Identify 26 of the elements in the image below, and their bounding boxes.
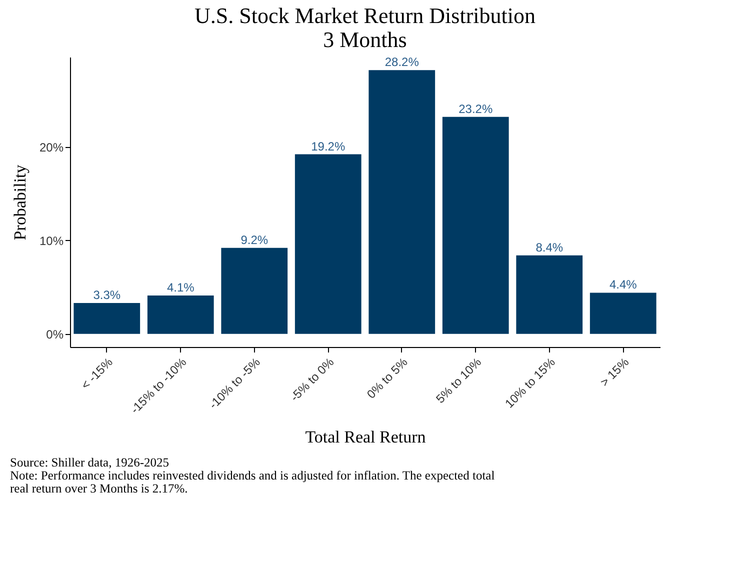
bar [221, 248, 288, 334]
bar [294, 154, 362, 334]
bar [442, 116, 509, 334]
y-tick-label: 0% [46, 327, 64, 342]
y-axis-title: Probability [10, 164, 30, 240]
chart-title: U.S. Stock Market Return Distribution 3 Months [194, 3, 536, 52]
x-tick-label: -5% to 0% [288, 354, 337, 404]
data-label: 28.2% [384, 55, 420, 70]
data-label: 4.4% [609, 278, 638, 292]
text: Note: Performance includes reinvested dividends and is adjusted for inflation. The expected total real return over 3 Months is 2.17%. [10, 468, 496, 496]
bar [590, 292, 656, 334]
bar [368, 70, 436, 334]
bar [516, 255, 583, 334]
y-tick-label: 10% [39, 234, 64, 248]
data-label: 23.2% [458, 102, 493, 116]
x-tick-label: 0% to 5% [364, 354, 411, 402]
data-label: 3.3% [93, 288, 121, 302]
data-label: 9.2% [240, 232, 268, 247]
x-axis-title: Total Real Return [305, 428, 426, 447]
data-label: 19.2% [311, 139, 346, 154]
data-label: 8.4% [536, 240, 564, 254]
bar [147, 296, 214, 334]
y-tick-label: 20% [39, 140, 64, 154]
bar [74, 303, 140, 334]
data-label: 4.1% [166, 280, 195, 295]
source-note: Source: Shiller data, 1926-2025 [10, 456, 169, 470]
